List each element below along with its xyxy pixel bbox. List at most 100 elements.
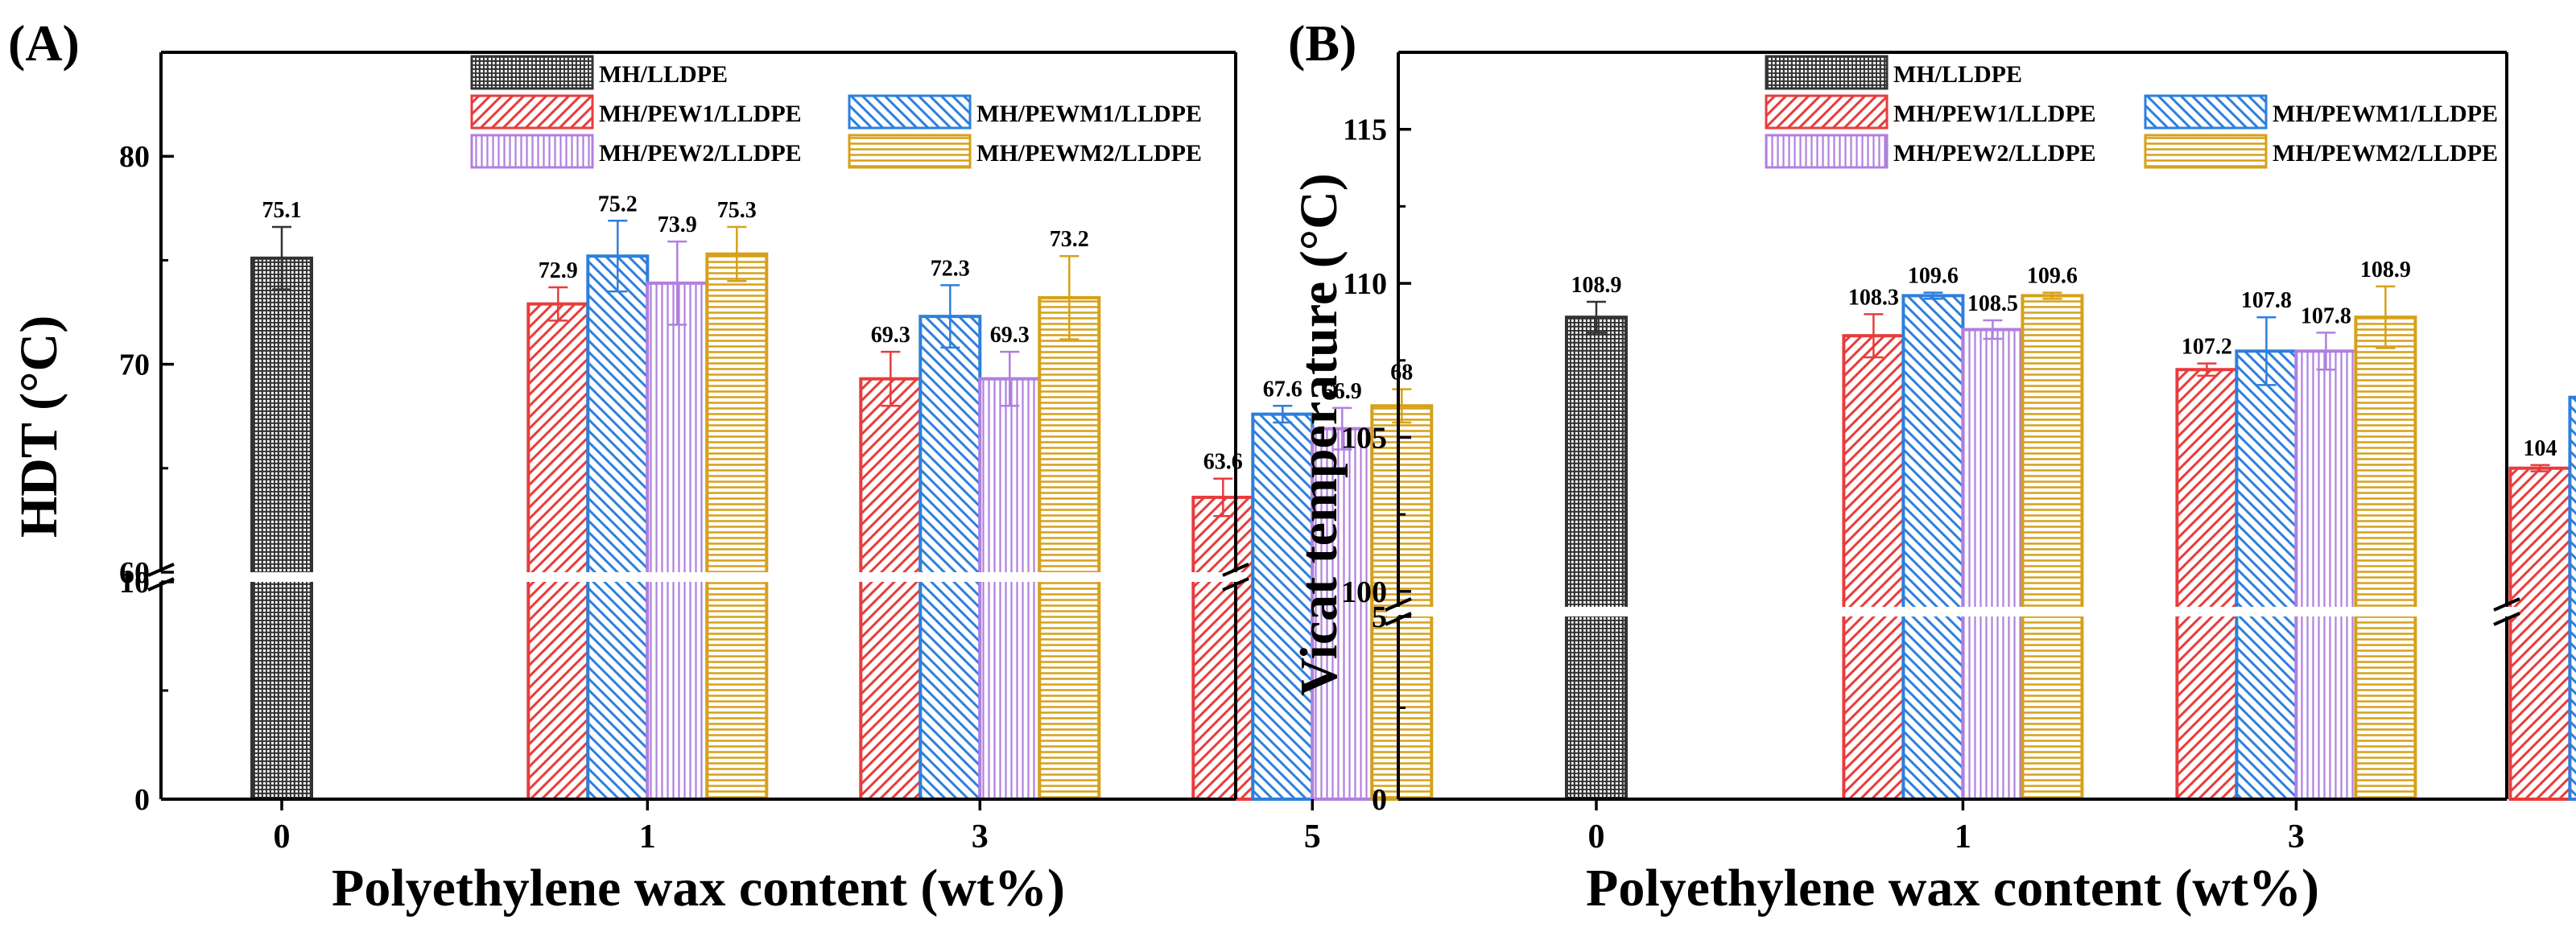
legend-swatch-mh-pew1-lldpe — [1765, 94, 1889, 130]
bar-mh-pew2-lldpe-3 — [2294, 349, 2358, 801]
data-label-mh-pew2-lldpe-1: 73.9 — [658, 212, 697, 237]
data-label-mh-pew1-lldpe-1: 72.9 — [539, 258, 578, 283]
x-tick-label-3: 3 — [2288, 818, 2305, 855]
bar-mh-pewm1-lldpe-5 — [2568, 395, 2576, 801]
axis-break-mark-right — [2493, 597, 2520, 626]
error-bar-mh-pew2-lldpe-1 — [1983, 319, 2003, 340]
data-label-mh-pewm1-lldpe-1: 109.6 — [1908, 264, 1959, 289]
panel-label: (A) — [8, 14, 80, 72]
x-axis-title: Polyethylene wax content (wt%) — [1586, 859, 2319, 917]
legend-label-mh-pewm2-lldpe: MH/PEWM2/LLDPE — [2273, 140, 2498, 167]
legend-swatch-mh-pewm1-lldpe — [2144, 94, 2268, 130]
bar-mh-pew2-lldpe-3 — [978, 377, 1042, 801]
y-tick-label-60: 60 — [119, 556, 150, 590]
data-label-mh-pewm1-lldpe-3: 72.3 — [931, 256, 970, 281]
data-label-mh-pewm2-lldpe-5: 68 — [1390, 361, 1413, 385]
axis-break-gap — [1387, 607, 2518, 616]
bar-mh-pew2-lldpe-1 — [1961, 328, 2025, 801]
x-tick-label-1: 1 — [1955, 818, 1971, 855]
data-label-mh-pew1-lldpe-1: 108.3 — [1848, 285, 1899, 310]
bar-mh-pew1-lldpe-3 — [2175, 368, 2239, 801]
error-bar-mh-pew2-lldpe-3 — [1000, 350, 1020, 407]
bar-mh-pewm2-lldpe-1 — [2021, 294, 2084, 801]
legend-label-mh-pewm1-lldpe: MH/PEWM1/LLDPE — [976, 101, 1202, 127]
legend-label-mh-pewm2-lldpe: MH/PEWM2/LLDPE — [976, 140, 1202, 167]
error-bar-mh-pew2-lldpe-1 — [667, 240, 687, 326]
x-tick-label-1: 1 — [639, 818, 656, 855]
legend-swatch-mh-pewm2-lldpe — [2144, 134, 2268, 169]
data-label-mh-pew2-lldpe-3: 107.8 — [2301, 303, 2351, 328]
data-label-mh-pewm2-lldpe-3: 73.2 — [1050, 227, 1089, 252]
y-tick-label-115: 115 — [1343, 113, 1387, 147]
bar-mh-pew1-lldpe-1 — [1842, 334, 1905, 801]
y-tick-label-100: 100 — [1341, 575, 1387, 609]
y-tick-label-105: 105 — [1341, 421, 1387, 455]
bar-mh-pewm2-lldpe-3 — [1038, 295, 1101, 801]
axis-break-gap — [150, 572, 1247, 582]
legend-label-mh-lldpe: MH/LLDPE — [599, 61, 728, 88]
data-label-mh-pewm2-lldpe-3: 108.9 — [2360, 258, 2411, 282]
y-axis-title: Vicat temperature (°C) — [1290, 173, 1348, 695]
legend: MH/LLDPE MH/PEW1/LLDPE MH/PEWM1/LLDPE MH/PE… — [1765, 55, 2498, 169]
axis-break-mark-right — [1222, 563, 1249, 592]
error-bar-mh-pew1-lldpe-5 — [2530, 464, 2550, 472]
x-tick-label-0: 0 — [274, 818, 291, 855]
legend-swatch-mh-pewm2-lldpe — [848, 134, 972, 169]
x-tick-label-0: 0 — [1588, 818, 1605, 855]
legend-label-mh-pew2-lldpe: MH/PEW2/LLDPE — [1893, 140, 2096, 167]
x-tick-label-5: 5 — [1304, 818, 1321, 855]
y-tick-label-110: 110 — [1343, 267, 1387, 301]
bar-mh-pew1-lldpe-1 — [526, 302, 590, 801]
y-tick-label-0: 0 — [1372, 783, 1387, 817]
bar-mh-pewm2-lldpe-1 — [705, 252, 769, 801]
y-tick-label-80: 80 — [119, 140, 150, 174]
legend-swatch-mh-lldpe — [1765, 55, 1889, 90]
legend-swatch-mh-pewm1-lldpe — [848, 94, 972, 130]
error-bar-mh-pew1-lldpe-3 — [881, 350, 901, 407]
data-label-mh-pewm2-lldpe-1: 109.6 — [2027, 264, 2078, 289]
error-bar-mh-pewm2-lldpe-3 — [2376, 285, 2396, 349]
error-bar-mh-pewm1-lldpe-3 — [2256, 315, 2277, 386]
bar-mh-pewm1-lldpe-3 — [2235, 349, 2298, 801]
bar-mh-pewm1-lldpe-1 — [1901, 294, 1965, 801]
legend-label-mh-pewm1-lldpe: MH/PEWM1/LLDPE — [2273, 101, 2498, 127]
y-tick-label-10: 10 — [119, 566, 150, 600]
legend-label-mh-pew1-lldpe: MH/PEW1/LLDPE — [1893, 101, 2096, 127]
error-bar-mh-pewm2-lldpe-1 — [2042, 291, 2062, 300]
panel-a: 75.172.969.363.675.272.367.673.969.366.9… — [8, 14, 1434, 917]
y-axis-title: HDT (°C) — [10, 315, 68, 538]
error-bar-mh-pew1-lldpe-3 — [2197, 362, 2217, 377]
bar-mh-pewm1-lldpe-3 — [919, 315, 982, 801]
error-bar-mh-pew2-lldpe-5 — [1332, 406, 1352, 451]
legend-swatch-mh-lldpe — [470, 55, 594, 90]
data-label-mh-pewm1-lldpe-3: 107.8 — [2241, 288, 2292, 313]
bar-mh-pewm2-lldpe-3 — [2354, 315, 2417, 801]
data-label-mh-lldpe-0: 75.1 — [262, 198, 302, 223]
legend: MH/LLDPE MH/PEW1/LLDPE MH/PEWM1/LLDPE MH/PE… — [470, 55, 1202, 169]
bar-mh-pew2-lldpe-1 — [646, 281, 709, 802]
bar-mh-lldpe-0 — [1565, 315, 1628, 801]
legend-label-mh-lldpe: MH/LLDPE — [1893, 61, 2022, 88]
error-bar-mh-pewm2-lldpe-5 — [1392, 388, 1412, 424]
data-label-mh-pewm1-lldpe-5: 67.6 — [1263, 377, 1302, 402]
legend-swatch-mh-pew2-lldpe — [1765, 134, 1889, 169]
panel-label: (B) — [1288, 14, 1356, 72]
error-bar-mh-pewm2-lldpe-1 — [727, 225, 747, 282]
panel-b: 108.9108.3107.2104109.6107.8106.3108.510… — [1288, 14, 2576, 917]
error-bar-mh-lldpe-0 — [1587, 300, 1606, 334]
error-bar-mh-pew1-lldpe-1 — [548, 286, 568, 322]
error-bar-mh-pew1-lldpe-1 — [1864, 313, 1884, 359]
error-bar-mh-pewm1-lldpe-5 — [1273, 405, 1293, 424]
y-tick-label-0: 0 — [134, 783, 150, 817]
bar-mh-pew1-lldpe-3 — [859, 377, 923, 801]
data-label-mh-lldpe-0: 108.9 — [1571, 273, 1622, 298]
legend-label-mh-pew2-lldpe: MH/PEW2/LLDPE — [599, 140, 802, 167]
bar-mh-lldpe-0 — [250, 256, 313, 802]
data-label-mh-pew1-lldpe-3: 69.3 — [871, 323, 910, 348]
data-label-mh-pew1-lldpe-3: 107.2 — [2182, 335, 2232, 360]
error-bar-mh-pewm1-lldpe-1 — [1923, 291, 1943, 300]
bar-mh-pewm1-lldpe-1 — [586, 254, 650, 801]
error-bar-mh-pewm1-lldpe-1 — [608, 220, 628, 293]
error-bar-mh-pewm2-lldpe-3 — [1059, 254, 1080, 340]
